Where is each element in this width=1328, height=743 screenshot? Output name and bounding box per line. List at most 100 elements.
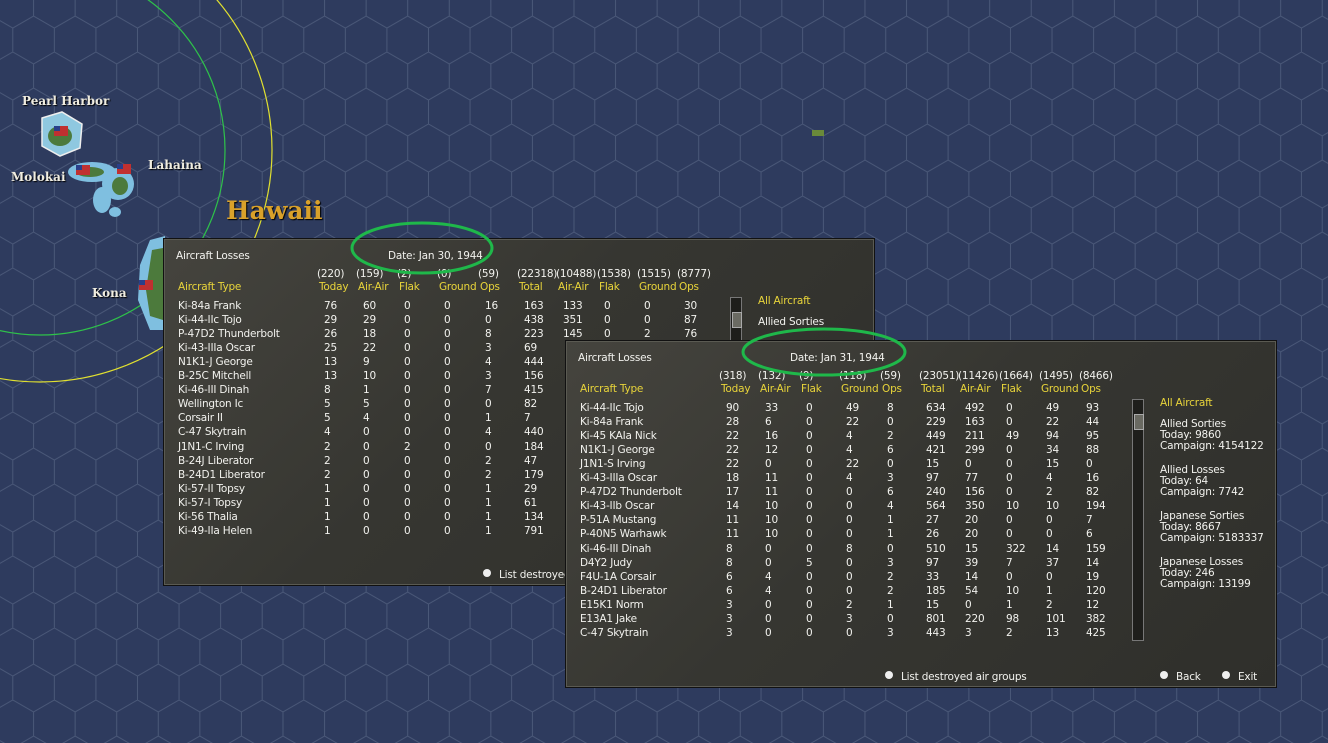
cell: 0	[765, 556, 772, 569]
cell: 2	[1006, 626, 1013, 639]
column-total: (10488)	[556, 268, 597, 280]
cell: 440	[524, 426, 544, 439]
side-title[interactable]: All Aircraft	[758, 295, 811, 307]
cell: 54	[965, 584, 978, 597]
aircraft-name: Ki-84a Frank	[178, 300, 242, 312]
cell: 0	[444, 384, 451, 397]
cell: 6	[1086, 528, 1093, 541]
button-icon[interactable]	[1160, 671, 1168, 679]
cell: 30	[684, 300, 697, 312]
cell: 0	[1006, 458, 1013, 471]
column-header: Aircraft Type	[580, 383, 644, 395]
highlight	[350, 221, 494, 275]
map-label: Molokai	[11, 170, 66, 184]
cell: 2	[324, 468, 331, 481]
cell: 350	[965, 500, 985, 513]
cell: 564	[926, 500, 946, 513]
cell: 2	[485, 454, 492, 467]
cell: 492	[965, 402, 985, 414]
cell: 10	[1006, 584, 1019, 597]
cell: 438	[524, 314, 544, 327]
cell: 0	[1006, 528, 1013, 541]
footer-button[interactable]: List destroyed air groups	[901, 671, 1027, 683]
cell: 0	[363, 524, 370, 537]
button-icon[interactable]	[885, 671, 893, 679]
aircraft-name: Ki-56 Thalia	[178, 510, 238, 523]
cell: 5	[324, 412, 331, 425]
button-icon[interactable]	[1222, 671, 1230, 679]
cell: 11	[726, 514, 739, 527]
column-header: Ground	[1041, 383, 1079, 395]
cell: 6	[887, 444, 894, 457]
cell: 10	[1006, 500, 1019, 513]
cell: 10	[765, 500, 778, 513]
side-line: Campaign: 4154122	[1160, 440, 1264, 452]
cell: 0	[404, 356, 411, 369]
cell: 47	[524, 454, 537, 467]
highlight	[741, 327, 907, 377]
scroll-thumb[interactable]	[732, 312, 742, 328]
aircraft-name: P-47D2 Thunderbolt	[178, 328, 280, 341]
column-total: (1495)	[1039, 370, 1073, 382]
cell: 0	[765, 612, 772, 625]
cell: 0	[644, 314, 651, 327]
cell: 2	[846, 598, 853, 611]
cell: 0	[965, 458, 972, 471]
aircraft-name: C-47 Skytrain	[580, 626, 649, 639]
column-total: (22318)	[517, 268, 558, 280]
cell: 0	[404, 412, 411, 425]
cell: 13	[1046, 626, 1059, 639]
cell: 0	[444, 314, 451, 327]
cell: 1	[324, 496, 331, 509]
aircraft-name: Ki-49-IIa Helen	[178, 524, 253, 537]
cell: 97	[926, 556, 939, 569]
cell: 0	[887, 458, 894, 471]
column-total: (1664)	[999, 370, 1033, 382]
aircraft-name: B-24J Liberator	[178, 454, 254, 467]
cell: 93	[1086, 402, 1099, 414]
column-header: Air-Air	[960, 383, 991, 395]
column-header: Total	[519, 281, 543, 293]
column-header: Flak	[599, 281, 620, 293]
cell: 4	[485, 356, 492, 369]
cell: 0	[404, 370, 411, 383]
cell: 0	[404, 468, 411, 481]
cell: 8	[887, 402, 894, 414]
column-total: (220)	[317, 268, 345, 280]
cell: 22	[726, 430, 739, 443]
cell: 0	[846, 584, 853, 597]
column-total: (8466)	[1079, 370, 1113, 382]
cell: 0	[363, 426, 370, 439]
footer-button[interactable]: Exit	[1238, 671, 1258, 683]
cell: 18	[363, 328, 376, 341]
button-icon[interactable]	[483, 569, 491, 577]
side-heading: Japanese Sorties	[1160, 510, 1245, 522]
side-heading: Allied Losses	[1160, 464, 1225, 476]
side-title[interactable]: All Aircraft	[1160, 397, 1213, 409]
aircraft-name: B-25C Mitchell	[178, 370, 252, 383]
highlight-ellipse	[350, 221, 494, 275]
cell: 5	[806, 556, 813, 569]
footer-button[interactable]: Back	[1176, 671, 1201, 683]
cell: 22	[726, 458, 739, 471]
scrollbar[interactable]	[1132, 399, 1144, 641]
cell: 0	[806, 514, 813, 527]
cell: 69	[524, 342, 537, 355]
cell: 3	[726, 626, 733, 639]
map-label: Lahaina	[148, 158, 202, 172]
cell: 0	[1046, 528, 1053, 541]
cell: 220	[965, 612, 985, 625]
aircraft-name: C-47 Skytrain	[178, 426, 247, 439]
column-total: (1515)	[637, 268, 671, 280]
cell: 0	[887, 542, 894, 555]
cell: 4	[765, 584, 772, 597]
cell: 4	[485, 426, 492, 439]
scroll-thumb[interactable]	[1134, 414, 1144, 430]
cell: 1	[1006, 598, 1013, 611]
cell: 133	[563, 300, 583, 312]
cell: 0	[846, 486, 853, 499]
column-total: (318)	[719, 370, 747, 382]
cell: 0	[444, 440, 451, 453]
aircraft-name: P-47D2 Thunderbolt	[580, 486, 682, 499]
cell: 15	[965, 542, 978, 555]
